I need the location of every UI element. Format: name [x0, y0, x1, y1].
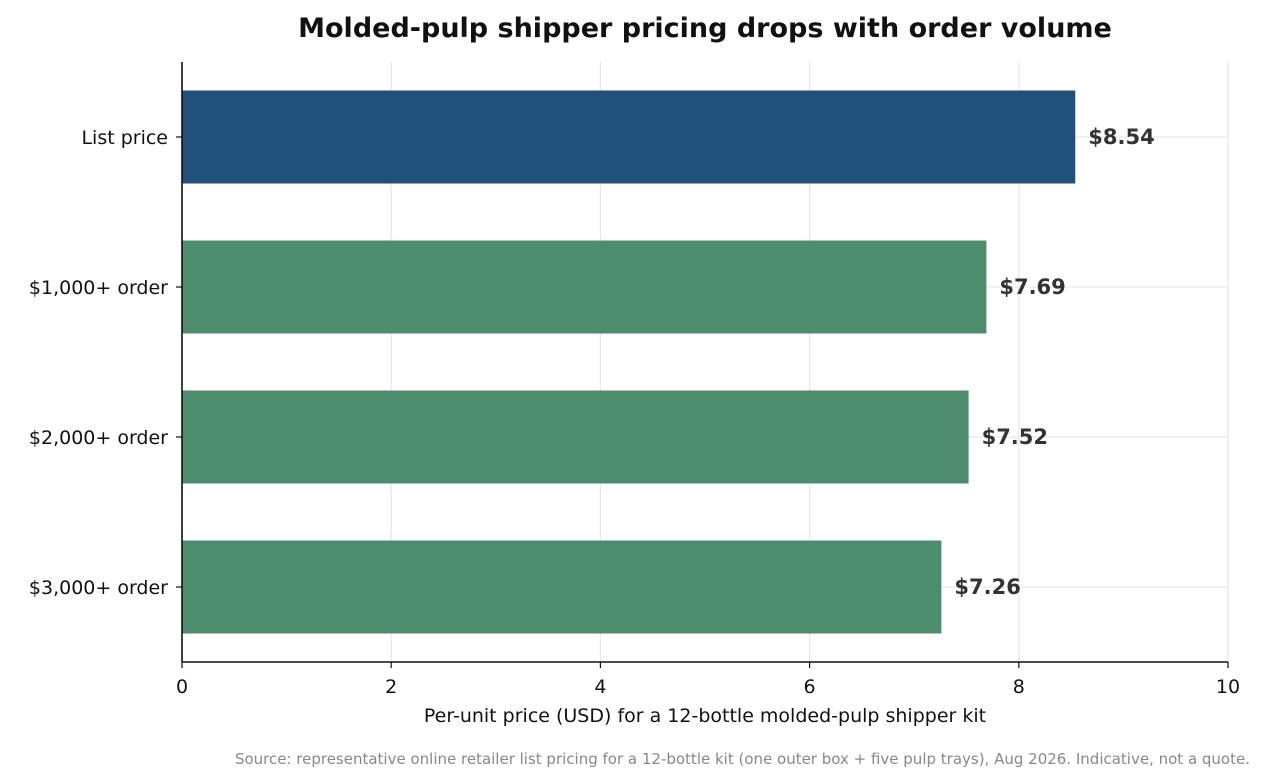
y-tick-label: List price [81, 127, 168, 149]
bars [182, 90, 1076, 634]
y-tick-label: $3,000+ order [29, 577, 168, 599]
bar [182, 390, 969, 484]
source-note: Source: representative online retailer l… [235, 750, 1250, 768]
bar-value-label: $7.26 [954, 575, 1020, 599]
value-labels: $8.54 $7.69 $7.52 $7.26 [954, 125, 1154, 599]
x-tick-label: 10 [1216, 676, 1240, 698]
bar [182, 540, 942, 634]
bar-value-label: $8.54 [1088, 125, 1154, 149]
x-tick-label: 8 [1013, 676, 1025, 698]
axes [181, 62, 1228, 663]
bar [182, 240, 987, 334]
bar-value-label: $7.69 [999, 275, 1065, 299]
bar [182, 90, 1076, 184]
y-tick-label: $1,000+ order [29, 277, 168, 299]
y-axis-ticks: List price $1,000+ order $2,000+ order $3,0… [29, 127, 182, 599]
x-tick-label: 4 [594, 676, 606, 698]
bar-value-label: $7.52 [982, 425, 1048, 449]
x-axis-ticks: 0 2 4 6 8 10 [176, 662, 1240, 698]
chart-title: Molded-pulp shipper pricing drops with o… [298, 13, 1112, 44]
x-axis-label: Per-unit price (USD) for a 12-bottle mol… [424, 705, 986, 727]
y-tick-label: $2,000+ order [29, 427, 168, 449]
x-tick-label: 2 [385, 676, 397, 698]
x-tick-label: 0 [176, 676, 188, 698]
x-tick-label: 6 [804, 676, 816, 698]
